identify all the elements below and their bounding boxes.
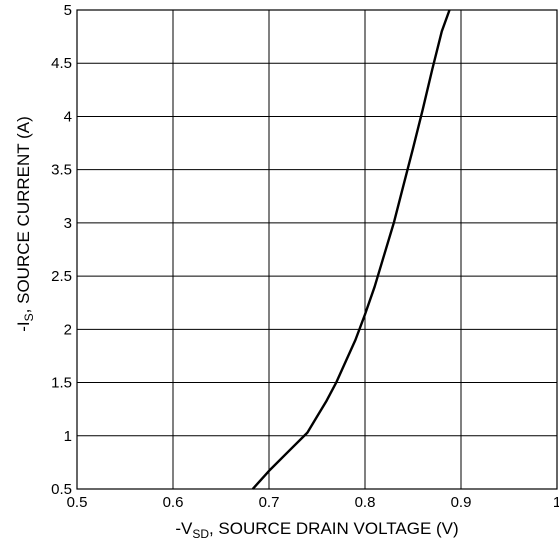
x-tick-label: 0.7 [259, 494, 280, 511]
y-tick-label: 5 [64, 2, 72, 19]
y-tick-label: 1 [64, 428, 72, 445]
y-tick-labels: 0.5 1 1.5 2 2.5 3 3.5 4 4.5 5 [51, 2, 72, 498]
grid [76, 9, 558, 490]
x-tick-label: 1 [553, 494, 559, 511]
y-tick-label: 3.5 [51, 162, 72, 179]
x-tick-label: 0.5 [67, 494, 88, 511]
series-line [251, 9, 451, 490]
y-tick-label: 1.5 [51, 375, 72, 392]
y-tick-label: 2.5 [51, 268, 72, 285]
x-axis-label: -VSD, SOURCE DRAIN VOLTAGE (V) [175, 519, 458, 539]
y-tick-label: 0.5 [51, 481, 72, 498]
y-axis-label: -IS, SOURCE CURRENT (A) [14, 116, 36, 332]
x-tick-label: 0.9 [451, 494, 472, 511]
y-tick-label: 4 [64, 108, 72, 125]
x-tick-label: 0.8 [355, 494, 376, 511]
x-tick-label: 0.6 [163, 494, 184, 511]
x-tick-labels: 0.5 0.6 0.7 0.8 0.9 1 [67, 494, 559, 511]
y-tick-label: 4.5 [51, 55, 72, 72]
y-tick-label: 2 [64, 321, 72, 338]
plot-frame [76, 9, 558, 490]
y-tick-label: 3 [64, 215, 72, 232]
series-group [251, 9, 451, 490]
